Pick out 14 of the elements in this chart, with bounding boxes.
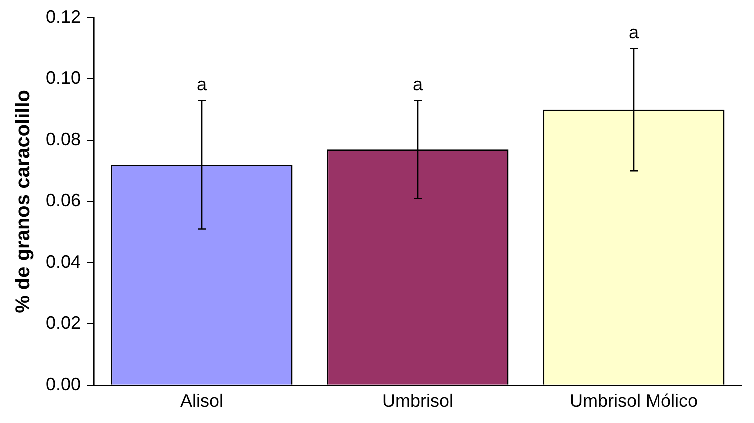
- y-tick-label: 0.00: [46, 374, 82, 394]
- x-tick-label: Alisol: [180, 391, 224, 412]
- annotation: a: [197, 74, 208, 95]
- y-axis-title: % de granos caracolillo: [12, 90, 35, 314]
- annotation: a: [413, 74, 424, 95]
- y-tick-label: 0.08: [46, 129, 82, 150]
- y-tick-label: 0.12: [46, 6, 82, 27]
- y-tick-label: 0.02: [46, 313, 82, 334]
- annotation: a: [629, 22, 640, 43]
- y-tick-label: 0.10: [46, 68, 82, 88]
- x-tick-label: Umbrisol Mólico: [570, 391, 698, 412]
- x-tick-label: Umbrisol: [382, 391, 454, 412]
- y-tick-label: 0.04: [46, 252, 82, 272]
- y-tick-label: 0.06: [46, 190, 82, 211]
